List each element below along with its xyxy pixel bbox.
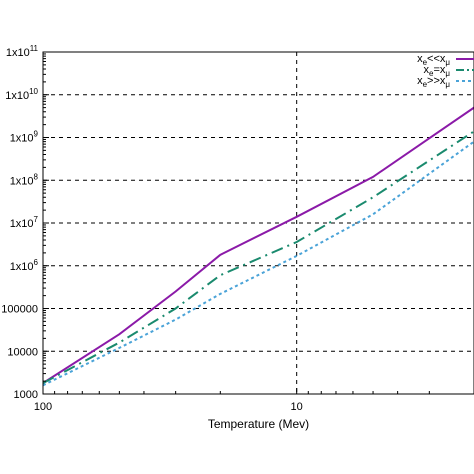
legend-label: xe>>xμ	[417, 75, 450, 89]
series-lines	[43, 106, 474, 387]
y-tick-label: 10000	[7, 346, 38, 358]
y-tick-label: 1x107	[10, 215, 39, 230]
y-tick-label: 1x108	[10, 172, 39, 187]
y-tick-label: 1000	[14, 389, 38, 401]
grid	[43, 52, 474, 394]
y-tick-label: 100000	[1, 304, 38, 316]
series-line-1	[43, 106, 474, 384]
x-tick-label: 10	[291, 401, 303, 413]
y-tick-label: 1x106	[10, 258, 39, 273]
y-tick-label: 1x109	[10, 130, 39, 145]
x-axis-title: Temperature (Mev)	[208, 417, 309, 431]
x-tick-label: 100	[34, 401, 52, 413]
series-line-3	[43, 140, 474, 387]
legend-label: xe<<xμ	[417, 53, 450, 67]
legend-label: xe=xμ	[424, 64, 451, 78]
axis-ticks: 1000 10000 100000 1x106 1x107 1x108 1x109 1x101…	[1, 44, 430, 413]
y-tick-label: 1x1011	[6, 44, 39, 59]
y-tick-label: 1x1010	[5, 87, 38, 102]
